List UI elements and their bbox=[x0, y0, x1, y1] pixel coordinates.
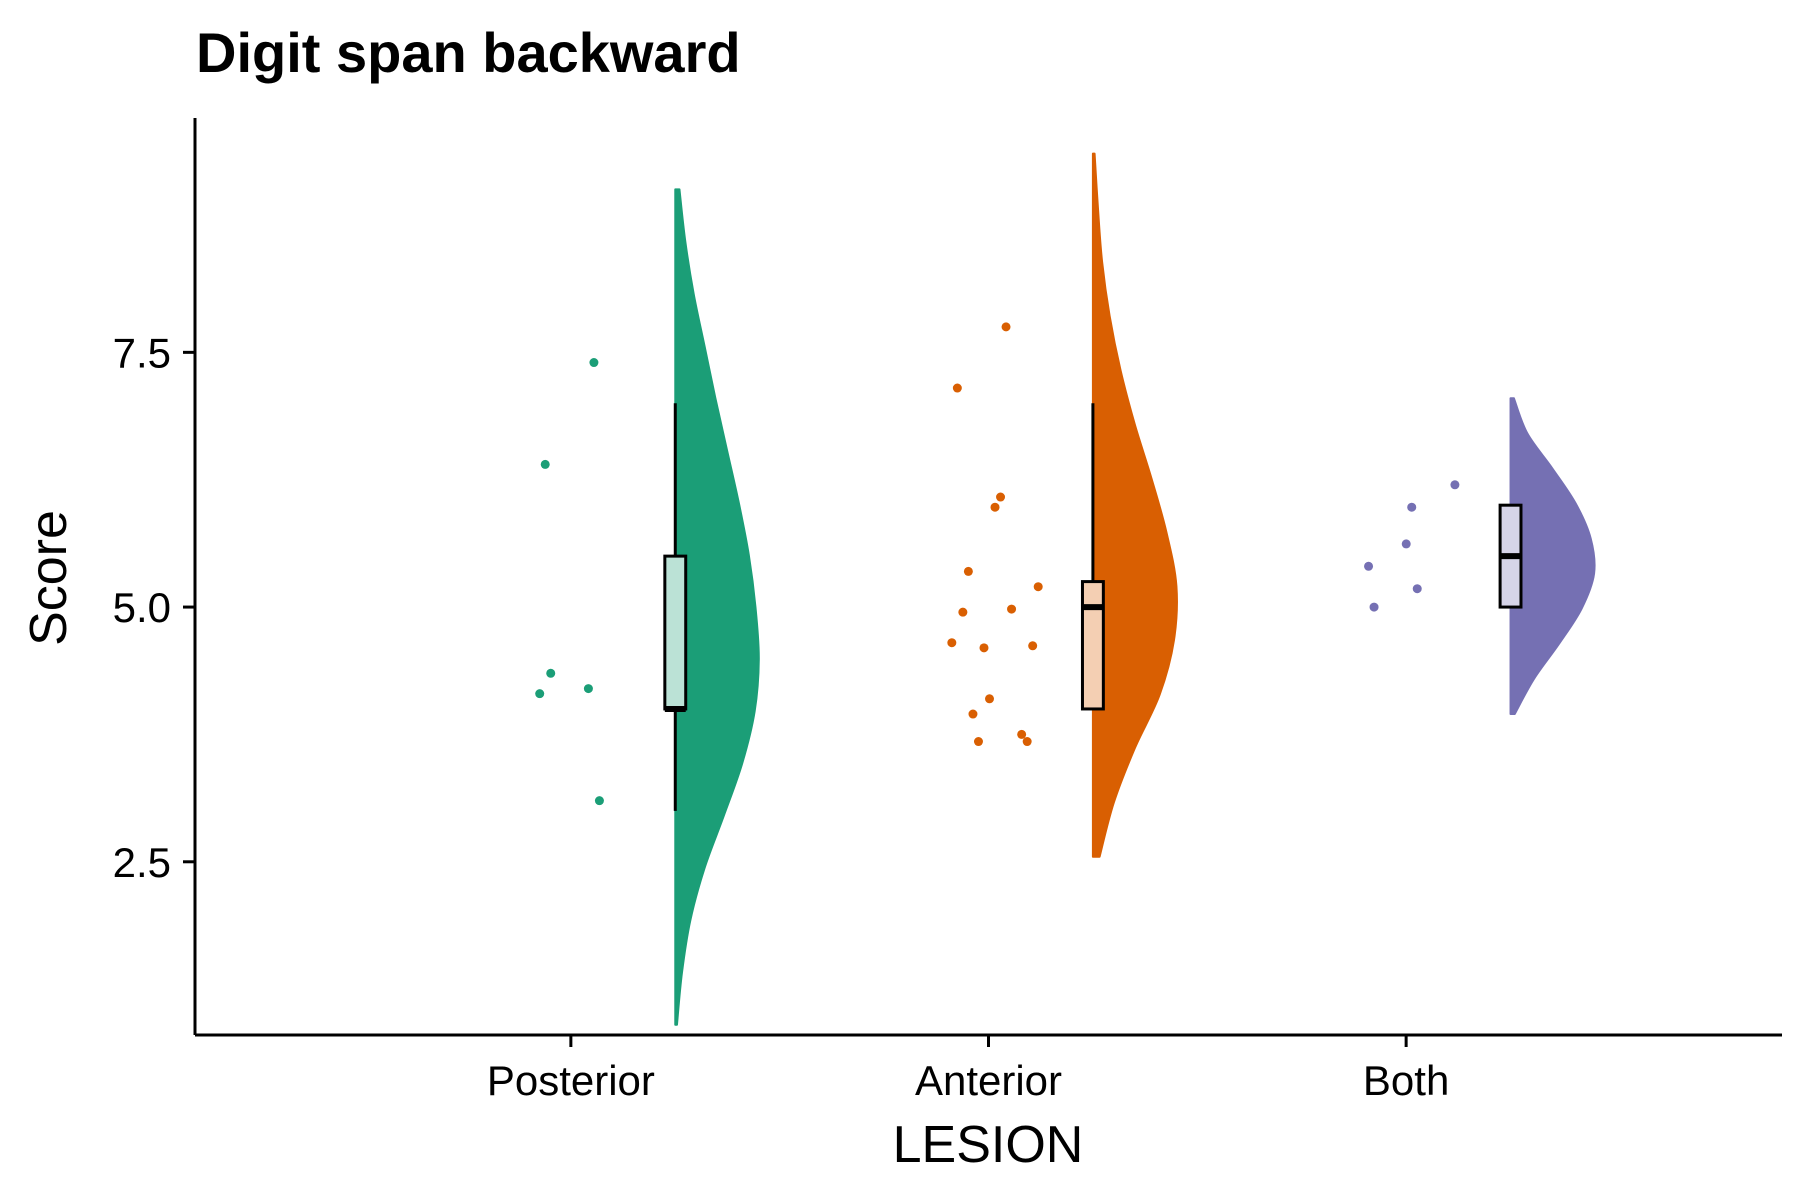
point-anterior bbox=[947, 638, 957, 648]
point-anterior bbox=[979, 643, 989, 653]
point-anterior bbox=[1033, 582, 1043, 592]
y-tick-label: 5.0 bbox=[113, 584, 171, 631]
point-posterior bbox=[583, 684, 593, 694]
point-both bbox=[1401, 539, 1411, 549]
point-posterior bbox=[540, 459, 550, 469]
point-both bbox=[1407, 502, 1417, 512]
point-anterior bbox=[990, 502, 1000, 512]
point-anterior bbox=[996, 492, 1006, 502]
point-both bbox=[1450, 480, 1460, 490]
axis-layer: Posterior Anterior Both 2.5 5.0 7.5 bbox=[113, 329, 1450, 1104]
point-anterior bbox=[973, 737, 983, 747]
point-both bbox=[1364, 561, 1374, 571]
density-anterior bbox=[1091, 152, 1178, 858]
box-posterior bbox=[663, 554, 688, 711]
x-tick-label: Both bbox=[1363, 1057, 1449, 1104]
x-tick-label: Anterior bbox=[915, 1057, 1062, 1104]
x-tick-label: Posterior bbox=[487, 1057, 655, 1104]
density-posterior bbox=[674, 188, 760, 1026]
point-anterior bbox=[958, 607, 968, 617]
chart-title: Digit span backward bbox=[196, 21, 741, 84]
point-both bbox=[1369, 602, 1379, 612]
point-posterior bbox=[594, 796, 604, 806]
point-anterior bbox=[1007, 604, 1017, 614]
y-axis-title: Score bbox=[20, 510, 78, 646]
density-both bbox=[1509, 397, 1596, 716]
point-anterior bbox=[952, 383, 962, 393]
point-posterior bbox=[589, 358, 599, 368]
point-anterior bbox=[1001, 322, 1011, 332]
box-anterior bbox=[1080, 580, 1105, 711]
point-anterior bbox=[968, 709, 978, 719]
y-tick-label: 2.5 bbox=[113, 839, 171, 886]
point-posterior bbox=[535, 689, 545, 699]
point-anterior bbox=[1017, 729, 1027, 739]
point-anterior bbox=[1028, 641, 1038, 651]
point-anterior bbox=[985, 694, 995, 704]
point-both bbox=[1412, 584, 1422, 594]
point-posterior bbox=[546, 668, 556, 678]
plot-area bbox=[535, 152, 1596, 1026]
x-axis-title: LESION bbox=[893, 1116, 1084, 1174]
point-anterior bbox=[963, 566, 973, 576]
point-anterior bbox=[1022, 737, 1032, 747]
y-tick-label: 7.5 bbox=[113, 329, 171, 376]
